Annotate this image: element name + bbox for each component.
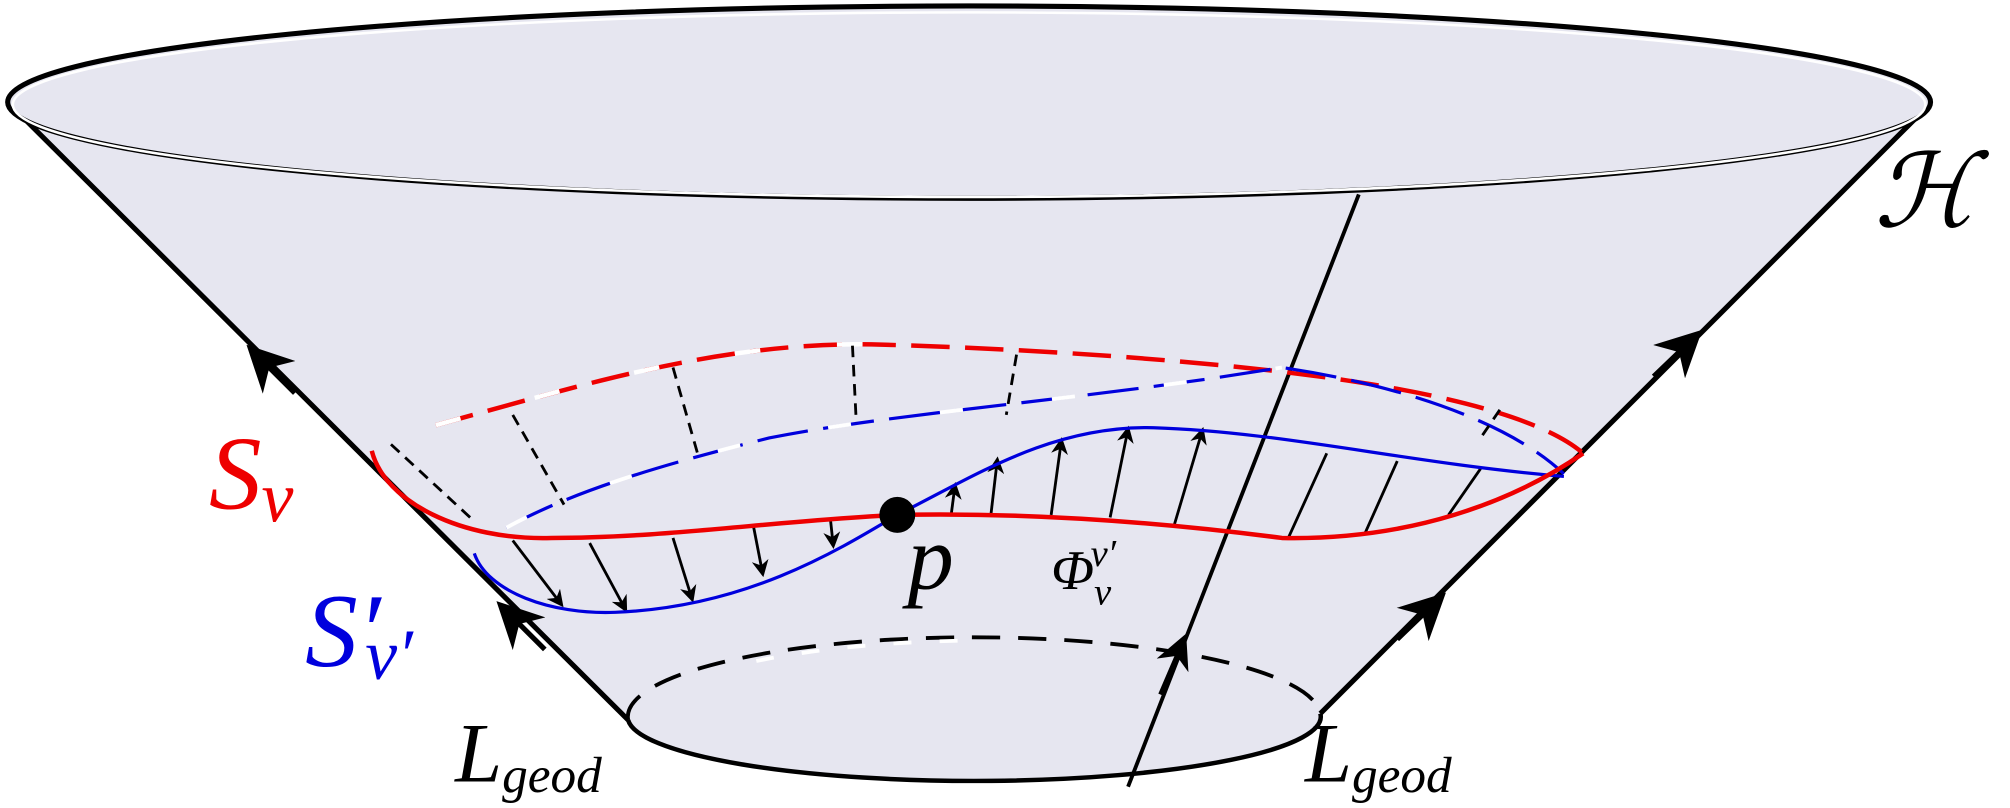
label-part: S	[209, 414, 262, 531]
label-part: v′	[1091, 533, 1117, 575]
horizon-label: ℋ	[1874, 136, 1990, 249]
surface-v-back	[435, 342, 1585, 456]
label-part: v	[1094, 572, 1112, 614]
label-part: geod	[502, 747, 602, 804]
flow-label: Φvv′	[1051, 533, 1117, 613]
label-part: v′	[365, 615, 414, 695]
flow-lines	[1287, 452, 1482, 539]
geodesic-right-label: Lgeod	[1304, 708, 1452, 804]
label-part: geod	[1352, 747, 1452, 804]
label-part: v	[262, 457, 294, 537]
arrow	[1651, 329, 1703, 379]
label-part: L	[1304, 708, 1352, 801]
surface-v-prime	[472, 426, 1565, 615]
generator-line	[1126, 193, 1361, 788]
back-connectors	[390, 345, 1501, 523]
point-label: p	[902, 507, 954, 609]
label-part: L	[454, 708, 502, 801]
bottom-rim	[625, 713, 1324, 784]
label-part: Φ	[1051, 540, 1094, 602]
cone	[10, 104, 1930, 781]
bottom-rim-back	[625, 635, 1323, 721]
surface-v-prime-label: S′v′	[305, 572, 414, 695]
label-part: S′	[305, 572, 383, 689]
point-p	[879, 496, 916, 533]
arrow	[1395, 592, 1446, 642]
geodesic-left-label: Lgeod	[454, 708, 602, 804]
rim-highlight	[11, 11, 1927, 199]
arrow	[1156, 633, 1189, 696]
surface-v-label: Sv	[209, 414, 294, 537]
rim-white-dash	[755, 638, 975, 663]
flow-arrows	[511, 425, 1207, 613]
arrow	[496, 601, 547, 652]
surface-v-prime-back	[505, 365, 1566, 530]
arrow	[246, 344, 297, 395]
white-dash	[435, 342, 872, 428]
